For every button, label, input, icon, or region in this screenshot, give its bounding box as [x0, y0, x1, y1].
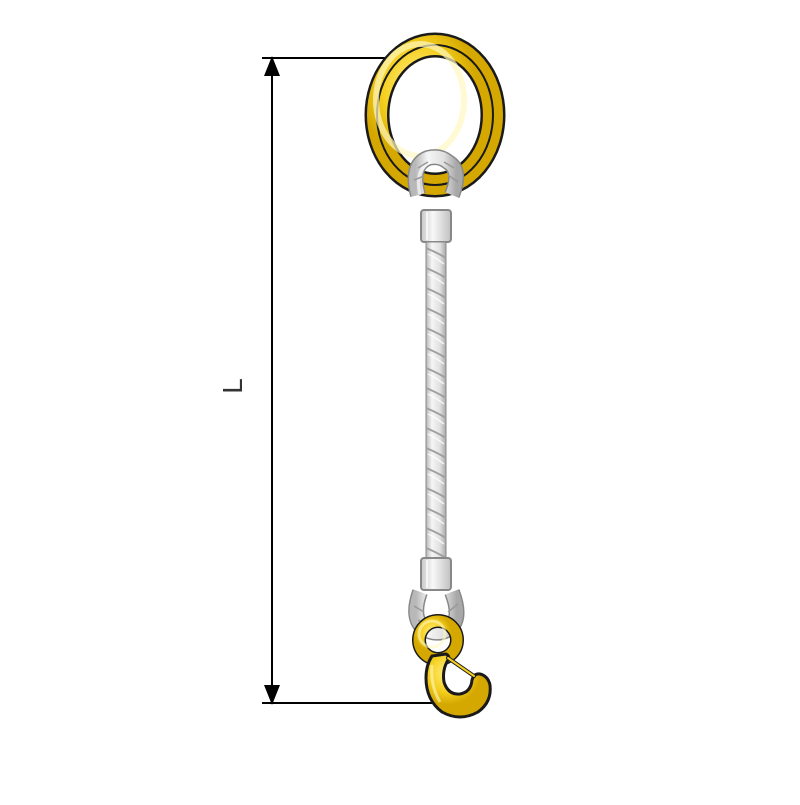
dimension-label-L: L	[217, 378, 249, 394]
sling-diagram: L	[0, 0, 800, 800]
diagram-svg	[0, 0, 800, 800]
wire-rope	[426, 242, 446, 560]
bottom-ferrule	[421, 558, 451, 590]
top-ferrule	[421, 210, 451, 242]
dimension-line	[264, 56, 280, 705]
